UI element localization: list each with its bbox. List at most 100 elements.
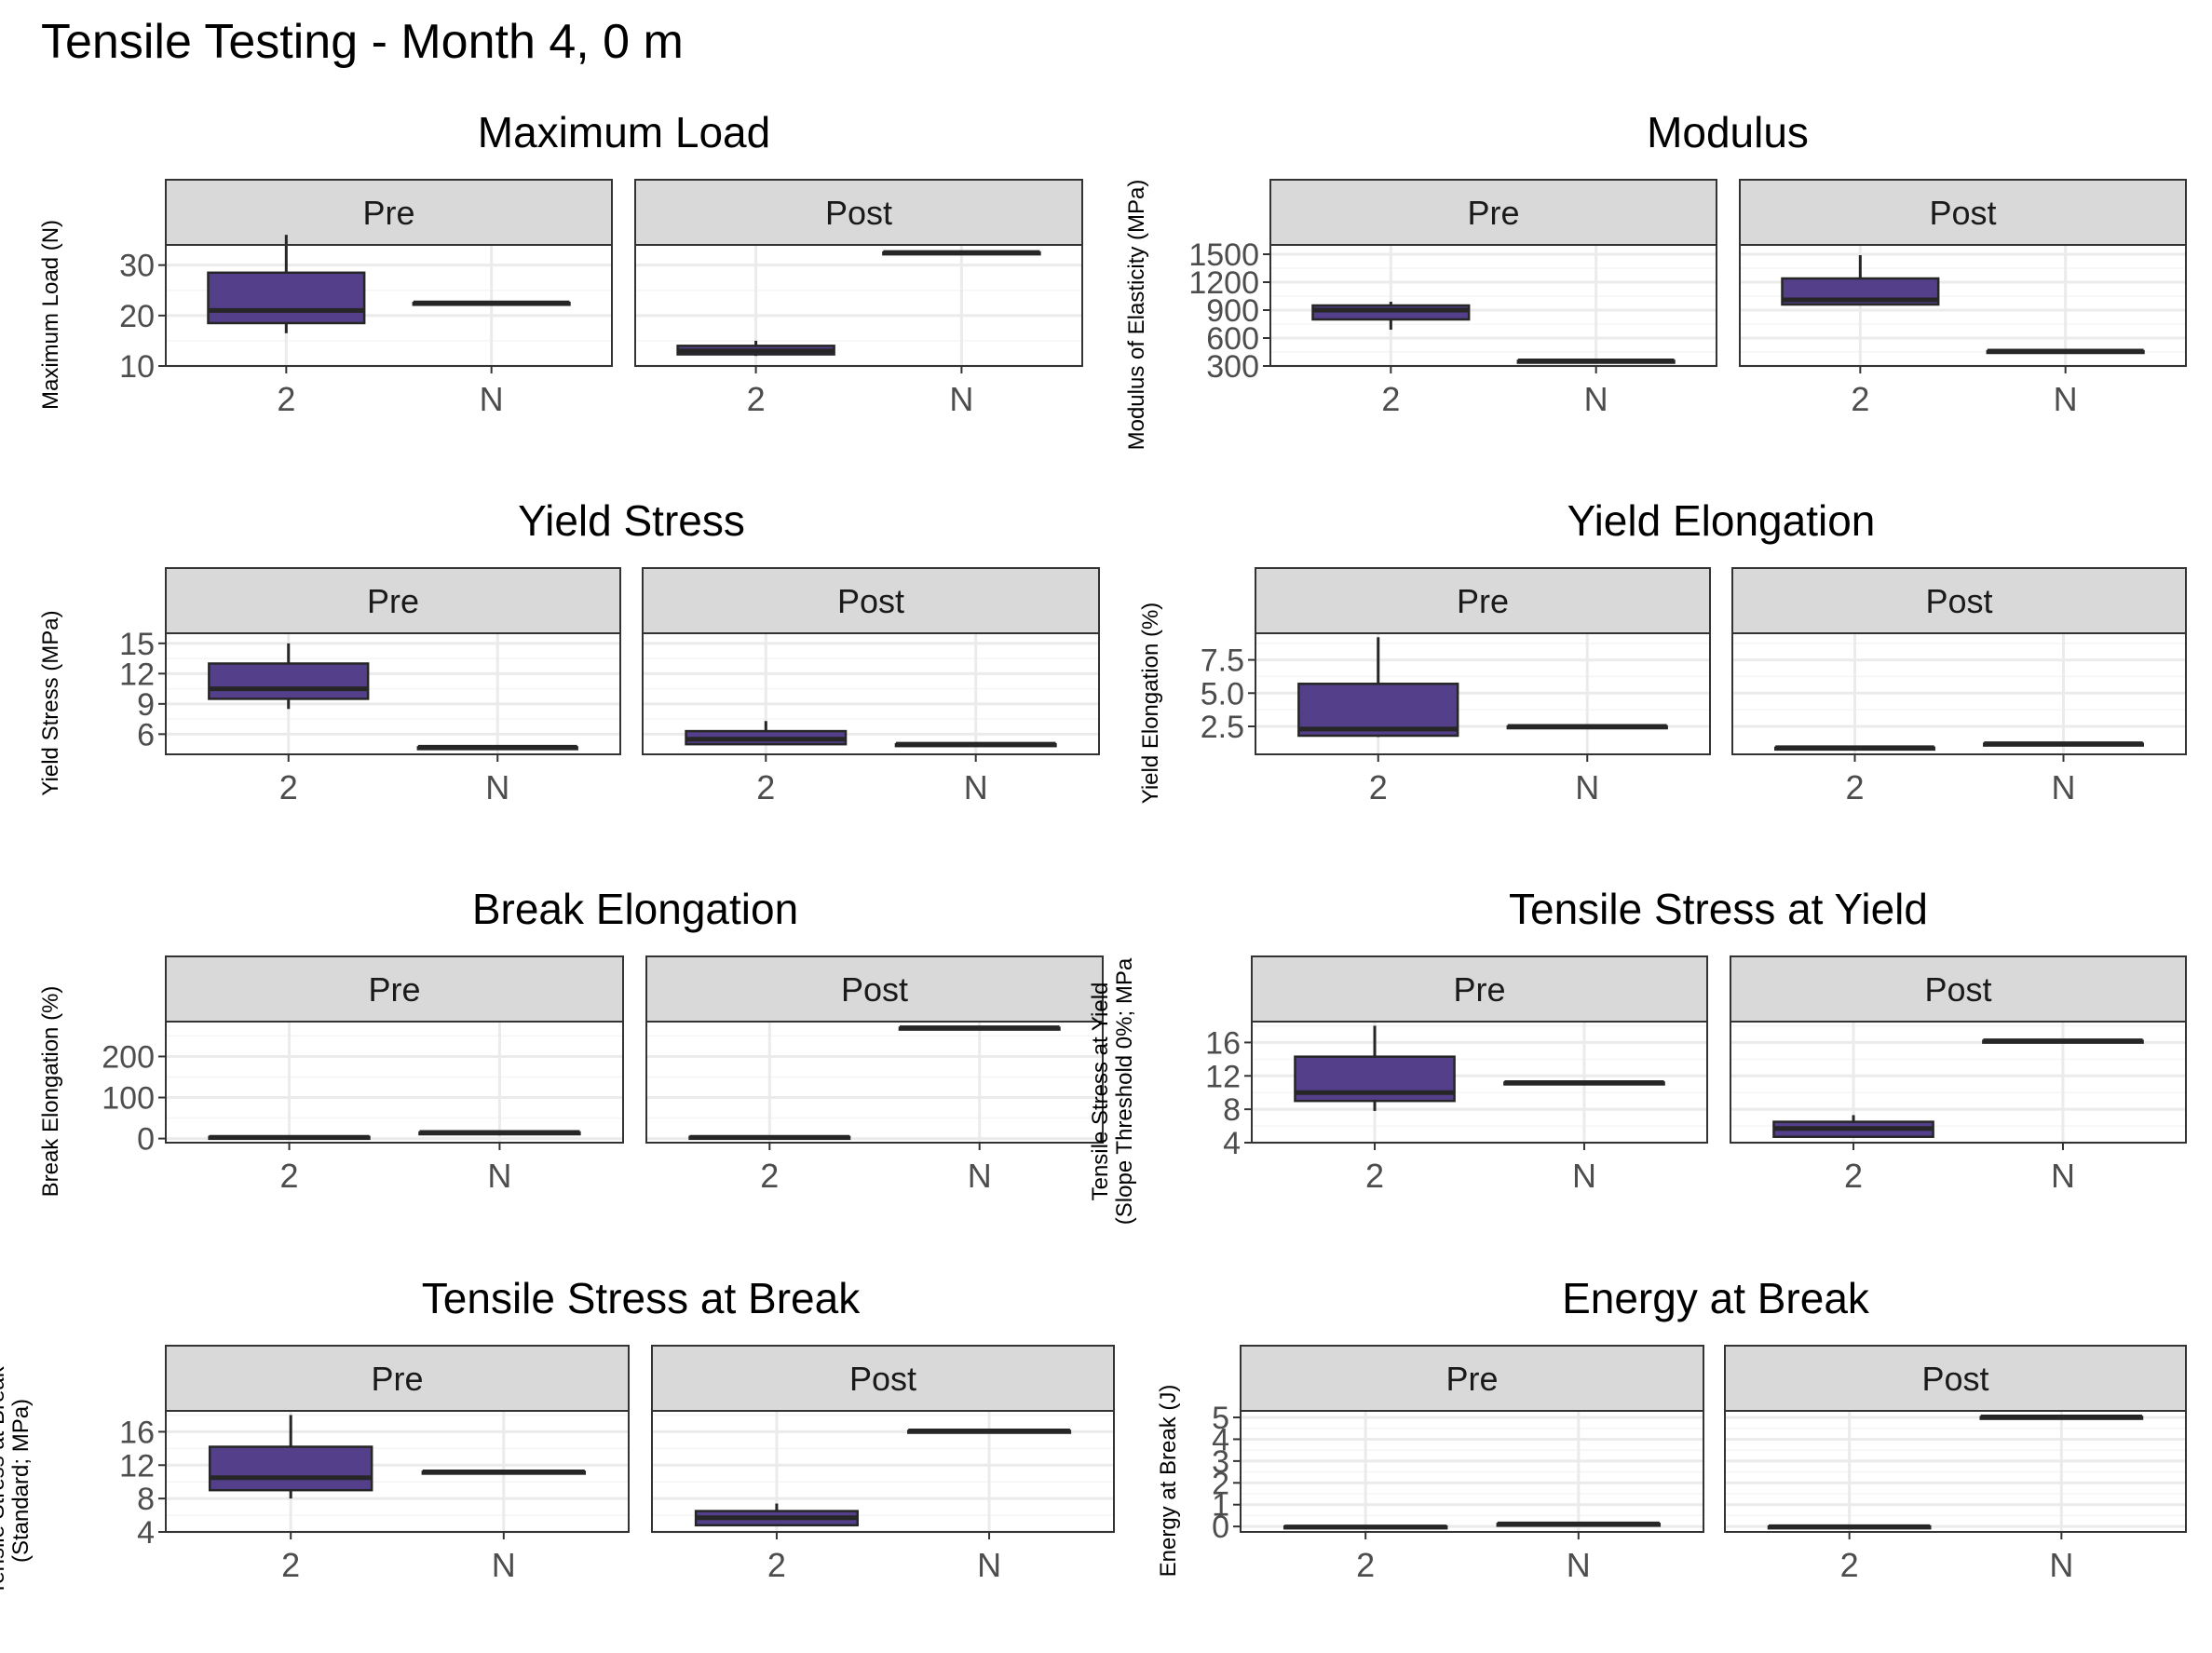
x-tick-label: 2 — [1369, 768, 1388, 806]
y-tick-label: 100 — [102, 1081, 155, 1117]
panel-border — [1731, 632, 2187, 755]
chart-title: Tensile Stress at Yield — [1509, 885, 1928, 933]
box-post-2 — [1781, 255, 1940, 306]
box-post-N — [1983, 741, 2144, 747]
x-tick-label: N — [949, 380, 973, 418]
x-tick-label: N — [2054, 380, 2078, 418]
y-axis-label: Break Elongation (%) — [38, 986, 63, 1198]
y-tick-label: 30 — [119, 249, 155, 284]
facet-strip-label: Pre — [362, 194, 414, 232]
x-tick-label: 2 — [1356, 1546, 1375, 1584]
facet-post: Post 2 N — [651, 1345, 1115, 1584]
y-axis-label: (Slope Threshold 0%; MPa — [1112, 957, 1137, 1225]
y-axis-label: Yield Stress (MPa) — [38, 610, 63, 795]
y-tick-label: 15 — [119, 627, 155, 662]
chart-title: Break Elongation — [472, 885, 798, 933]
facet-post: Post 2 N — [1739, 179, 2187, 418]
chart-title: Maximum Load — [478, 108, 770, 156]
chart-5: Break Elongation Break Elongation (%) 0 100… — [38, 885, 1104, 1198]
y-tick-label: 4 — [1223, 1126, 1241, 1161]
x-tick-label: 2 — [1840, 1546, 1859, 1584]
x-tick-label: 2 — [756, 768, 775, 806]
box-post-2 — [685, 721, 848, 746]
facet-strip — [651, 1345, 1115, 1412]
y-tick-label: 1500 — [1188, 237, 1259, 273]
panel-border — [1240, 1410, 1704, 1533]
x-tick-label: N — [977, 1546, 1001, 1584]
y-tick-label: 5 — [1212, 1401, 1229, 1436]
x-tick-label: 2 — [1365, 1157, 1384, 1195]
x-tick-label: N — [968, 1157, 992, 1195]
facet-strip — [1251, 955, 1708, 1023]
facet-strip-label: Pre — [368, 970, 420, 1009]
box-post-N — [882, 250, 1041, 256]
x-tick-label: 2 — [1844, 1157, 1863, 1195]
x-tick-label: 2 — [1851, 380, 1869, 418]
panel-border — [1730, 1021, 2187, 1144]
y-tick-label: 0 — [137, 1122, 155, 1158]
chart-4: Yield Elongation Yield Elongation (%) 2.55… — [1138, 496, 2187, 806]
facet-strip-label: Post — [1924, 970, 1991, 1009]
x-tick-label: 2 — [280, 1157, 299, 1195]
y-tick-label: 0 — [1212, 1510, 1229, 1545]
panel-border — [165, 244, 613, 367]
y-tick-label: 2.5 — [1201, 710, 1244, 745]
facet-strip — [634, 179, 1083, 246]
x-tick-label: N — [1584, 380, 1608, 418]
box-pre-2 — [208, 1415, 373, 1499]
x-tick-label: 2 — [767, 1546, 786, 1584]
y-tick-label: 1 — [1212, 1488, 1229, 1524]
facet-post: Post 2 N — [1731, 567, 2187, 806]
facet-post: Post 2 N — [642, 567, 1100, 806]
y-tick-label: 10 — [119, 349, 155, 385]
box-post-2 — [1774, 745, 1935, 752]
box-pre-2 — [208, 1134, 371, 1141]
facet-strip-label: Pre — [371, 1360, 423, 1398]
facet-strip — [1724, 1345, 2187, 1412]
chart-title: Energy at Break — [1562, 1274, 1870, 1322]
y-axis-label: Yield Elongation (%) — [1138, 603, 1163, 805]
facet-strip — [165, 955, 624, 1023]
x-tick-label: N — [2049, 1546, 2073, 1584]
x-tick-label: 2 — [1381, 380, 1400, 418]
box-pre-N — [416, 744, 578, 751]
y-tick-label: 4 — [137, 1515, 155, 1551]
x-tick-label: 2 — [1845, 768, 1864, 806]
box-post-2 — [688, 1134, 851, 1141]
panel-border — [1251, 1021, 1708, 1144]
box-post-N — [898, 1025, 1061, 1031]
y-tick-label: 20 — [119, 299, 155, 334]
y-tick-label: 12 — [119, 657, 155, 692]
x-tick-label: N — [487, 1157, 511, 1195]
box-body — [208, 662, 370, 700]
x-tick-label: 2 — [279, 768, 298, 806]
facet-strip-label: Post — [849, 1360, 916, 1398]
facet-strip-label: Pre — [1453, 970, 1505, 1009]
x-tick-label: N — [1572, 1157, 1596, 1195]
facet-strip-label: Post — [1925, 582, 1992, 620]
y-tick-label: 1200 — [1188, 265, 1259, 301]
box-pre-N — [421, 1469, 587, 1475]
facet-strip — [165, 179, 613, 246]
y-tick-label: 3 — [1212, 1444, 1229, 1480]
facet-strip — [1731, 567, 2187, 634]
x-tick-label: 2 — [747, 380, 766, 418]
box-pre-2 — [1294, 1025, 1456, 1111]
facet-strip-label: Pre — [1467, 194, 1519, 232]
panel-border — [651, 1410, 1115, 1533]
y-tick-label: 8 — [1223, 1092, 1241, 1128]
facet-strip-label: Post — [825, 194, 892, 232]
box-post-2 — [1772, 1115, 1934, 1138]
chart-6: Tensile Stress at Yield Tensile Stress at… — [1088, 885, 2187, 1225]
box-post-N — [894, 741, 1057, 748]
facet-strip — [165, 1345, 630, 1412]
x-tick-label: N — [964, 768, 988, 806]
box-pre-2 — [1297, 637, 1459, 738]
facet-pre: Pre 2 N — [1269, 179, 1717, 418]
facet-strip — [1255, 567, 1711, 634]
x-tick-label: N — [492, 1546, 516, 1584]
facet-pre: Pre 2 N — [165, 1345, 630, 1584]
